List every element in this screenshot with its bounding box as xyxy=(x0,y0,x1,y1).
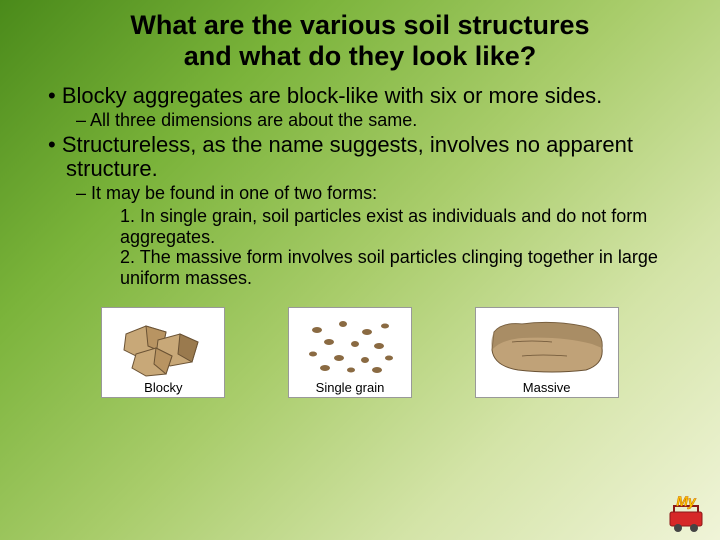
images-row: Blocky xyxy=(30,307,690,398)
slide-title: What are the various soil structures and… xyxy=(30,10,690,72)
logo-icon: My xyxy=(664,492,712,534)
bullet-structureless-sub: – It may be found in one of two forms: xyxy=(76,183,690,204)
bullet-blocky-text: Blocky aggregates are block-like with si… xyxy=(62,83,602,108)
bullet-blocky: • Blocky aggregates are block-like with … xyxy=(48,84,690,108)
blocky-svg xyxy=(108,312,218,380)
blocky-label: Blocky xyxy=(108,380,218,395)
slide-content: What are the various soil structures and… xyxy=(0,0,720,398)
bullet-blocky-sub-text: All three dimensions are about the same. xyxy=(90,110,417,130)
image-single-grain: Single grain xyxy=(288,307,412,398)
single-frame: Single grain xyxy=(288,307,412,398)
bullet-num-2: 2. The massive form involves soil partic… xyxy=(120,247,690,288)
image-blocky: Blocky xyxy=(101,307,225,398)
title-line-1: What are the various soil structures xyxy=(130,10,589,40)
bullet-blocky-sub: – All three dimensions are about the sam… xyxy=(76,110,690,131)
svg-text:My: My xyxy=(676,493,697,509)
massive-label: Massive xyxy=(482,380,612,395)
blocky-frame: Blocky xyxy=(101,307,225,398)
bullet-structureless: • Structureless, as the name suggests, i… xyxy=(48,133,690,181)
single-label: Single grain xyxy=(295,380,405,395)
image-massive: Massive xyxy=(475,307,619,398)
bullet-structureless-sub-text: It may be found in one of two forms: xyxy=(91,183,377,203)
single-svg xyxy=(295,312,405,380)
bullet-structureless-text: Structureless, as the name suggests, inv… xyxy=(62,132,633,181)
title-line-2: and what do they look like? xyxy=(184,41,537,71)
massive-svg xyxy=(482,312,612,380)
massive-frame: Massive xyxy=(475,307,619,398)
bullet-num-1: 1. In single grain, soil particles exist… xyxy=(120,206,690,247)
